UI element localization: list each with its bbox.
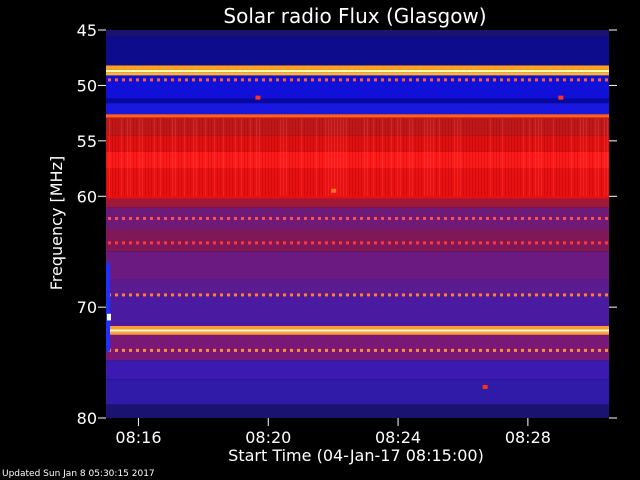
frequency-band xyxy=(106,114,609,118)
y-axis-label: Frequency [MHz] xyxy=(47,156,66,290)
dotted-line xyxy=(108,241,608,245)
dotted-line xyxy=(108,293,608,297)
frequency-band xyxy=(106,325,609,330)
frequency-band xyxy=(106,103,609,115)
frequency-band xyxy=(106,279,609,297)
frequency-band xyxy=(106,69,609,73)
frequency-band xyxy=(106,117,609,136)
y-tick-label: 50 xyxy=(77,76,97,95)
plot-area xyxy=(106,30,609,418)
frequency-band xyxy=(106,331,609,335)
axis-ticks: 45 50 55 60 70 80 08:16 08:20 08:24 08:28 xyxy=(77,21,617,447)
y-tick-label: 70 xyxy=(77,298,97,317)
y-tick-label: 60 xyxy=(77,187,97,206)
frequency-band xyxy=(106,404,609,418)
x-axis-label: Start Time (04-Jan-17 08:15:00) xyxy=(228,446,484,465)
signal-spot xyxy=(331,188,337,193)
y-tick-label: 80 xyxy=(77,409,97,428)
x-tick-label: 08:24 xyxy=(375,428,421,447)
noise-texture xyxy=(106,118,608,197)
signal-spot xyxy=(558,95,564,100)
x-tick-label: 08:20 xyxy=(245,428,291,447)
frequency-band xyxy=(106,198,609,208)
frequency-band xyxy=(106,36,609,66)
update-timestamp: Updated Sun Jan 8 05:30:15 2017 xyxy=(2,469,155,479)
frequency-band xyxy=(106,151,609,169)
y-tick-label: 45 xyxy=(77,21,97,40)
y-tick-label: 55 xyxy=(77,132,97,151)
frequency-band xyxy=(106,229,609,252)
frequency-band xyxy=(106,98,609,104)
dotted-line xyxy=(108,78,608,82)
frequency-band xyxy=(106,329,609,332)
frequency-band xyxy=(106,65,609,70)
dotted-line xyxy=(108,216,608,220)
signal-spot xyxy=(482,384,488,389)
x-tick-label: 08:16 xyxy=(115,428,161,447)
frequency-band xyxy=(106,334,609,361)
frequency-band xyxy=(106,207,609,230)
start-edge-column xyxy=(106,262,110,352)
frequency-band xyxy=(106,135,609,152)
frequency-band xyxy=(106,360,609,380)
start-edge-spot xyxy=(107,313,111,321)
x-tick-label: 08:28 xyxy=(505,428,551,447)
frequency-band xyxy=(106,168,609,199)
frequency-band xyxy=(106,72,609,76)
signal-spot xyxy=(255,95,261,100)
frequency-band xyxy=(106,30,609,37)
frequency-band xyxy=(106,75,609,99)
frequency-band xyxy=(106,379,609,405)
chart-title: Solar radio Flux (Glasgow) xyxy=(223,4,486,28)
frequency-band xyxy=(106,251,609,280)
frequency-band xyxy=(106,296,609,326)
